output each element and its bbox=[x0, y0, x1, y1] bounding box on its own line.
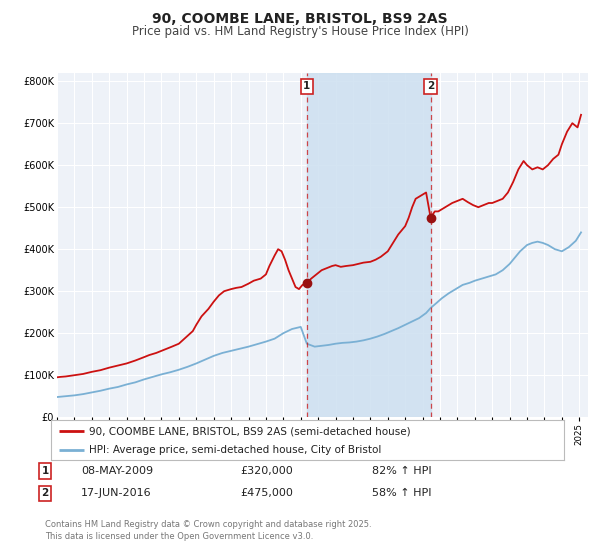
Bar bbox=[307, 73, 431, 417]
Text: 08-MAY-2009: 08-MAY-2009 bbox=[81, 466, 153, 476]
Text: 90, COOMBE LANE, BRISTOL, BS9 2AS (semi-detached house): 90, COOMBE LANE, BRISTOL, BS9 2AS (semi-… bbox=[89, 426, 411, 436]
Text: 2: 2 bbox=[41, 488, 49, 498]
Text: 58% ↑ HPI: 58% ↑ HPI bbox=[372, 488, 431, 498]
Text: £475,000: £475,000 bbox=[240, 488, 293, 498]
Text: 1: 1 bbox=[303, 81, 310, 91]
Text: 82% ↑ HPI: 82% ↑ HPI bbox=[372, 466, 431, 476]
Text: 1: 1 bbox=[41, 466, 49, 476]
Text: Contains HM Land Registry data © Crown copyright and database right 2025.
This d: Contains HM Land Registry data © Crown c… bbox=[45, 520, 371, 541]
Text: 17-JUN-2016: 17-JUN-2016 bbox=[81, 488, 152, 498]
Text: 90, COOMBE LANE, BRISTOL, BS9 2AS: 90, COOMBE LANE, BRISTOL, BS9 2AS bbox=[152, 12, 448, 26]
Text: £320,000: £320,000 bbox=[240, 466, 293, 476]
Text: Price paid vs. HM Land Registry's House Price Index (HPI): Price paid vs. HM Land Registry's House … bbox=[131, 25, 469, 38]
Text: HPI: Average price, semi-detached house, City of Bristol: HPI: Average price, semi-detached house,… bbox=[89, 445, 382, 455]
Text: 2: 2 bbox=[427, 81, 434, 91]
